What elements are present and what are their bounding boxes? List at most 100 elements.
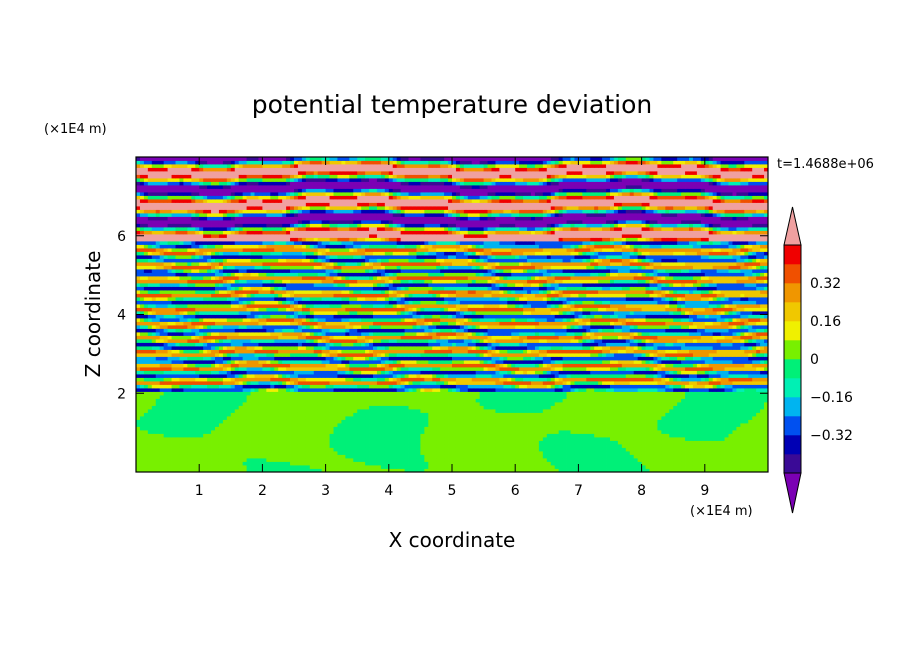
field-cell [321,440,326,445]
field-cell [752,402,757,406]
field-cell [420,363,425,368]
field-cell [452,468,457,472]
field-cell [467,447,473,452]
field-cell [479,370,484,375]
field-cell [625,461,631,466]
field-cell [262,433,267,438]
field-cell [436,370,441,375]
field-cell [681,412,686,417]
field-cell [254,377,259,382]
field-cell [471,402,477,406]
field-cell [574,451,579,455]
field-cell [246,440,251,445]
field-cell [483,370,488,375]
field-cell [159,367,165,371]
field-cell [704,419,710,424]
field-cell [380,395,386,399]
field-cell [617,381,623,385]
field-cell [167,381,172,385]
field-cell [657,370,662,375]
field-cell [392,367,398,371]
field-cell [602,381,607,385]
field-cell [756,363,761,368]
field-cell [218,398,224,403]
field-cell [278,395,283,399]
field-cell [463,391,469,396]
field-cell [637,426,642,431]
field-cell [590,444,595,448]
field-cell [744,388,749,392]
field-cell [752,440,757,445]
field-cell [301,454,307,459]
field-cell [246,451,251,455]
field-cell [673,374,678,378]
field-cell [392,416,398,420]
field-cell [222,419,228,424]
field-cell [661,444,666,448]
field-cell [503,395,508,399]
field-cell [404,444,409,448]
field-cell [305,384,311,389]
field-cell [369,444,374,448]
field-cell [317,367,323,371]
field-cell [151,412,157,417]
field-cell [617,405,623,410]
field-cell [408,461,413,466]
field-cell [621,433,627,438]
field-cell [487,461,492,466]
field-cell [452,412,457,417]
field-cell [321,388,326,392]
field-cell [641,437,646,441]
field-cell [515,391,520,396]
field-cell [641,370,646,375]
field-cell [534,423,540,427]
field-cell [155,454,161,459]
field-cell [720,461,725,466]
field-cell [507,468,512,472]
field-cell [341,440,346,445]
field-cell [207,437,212,441]
field-cell [685,409,690,413]
field-cell [246,377,251,382]
field-cell [712,367,718,371]
field-cell [677,461,682,466]
field-cell [475,444,481,448]
field-cell [357,384,362,389]
field-cell [566,367,571,371]
field-cell [222,388,228,392]
field-cell [234,451,240,455]
field-cell [357,416,362,420]
field-cell [376,363,382,368]
field-cell [542,381,548,385]
field-cell [254,381,259,385]
field-cell [270,447,275,452]
field-cell [566,447,571,452]
field-cell [408,454,413,459]
field-cell [203,451,208,455]
field-cell [448,416,453,420]
field-cell [282,395,287,399]
field-cell [211,468,216,472]
field-cell [301,409,307,413]
field-cell [728,402,733,406]
field-cell [313,454,319,459]
field-cell [436,412,441,417]
field-cell [242,381,247,385]
field-cell [238,409,244,413]
field-cell [752,395,757,399]
field-cell [570,398,575,403]
field-cell [475,391,481,396]
field-cell [625,430,631,434]
field-cell [602,468,607,472]
field-cell [155,363,161,368]
field-cell [645,363,650,368]
field-cell [436,461,441,466]
field-cell [661,395,666,399]
field-cell [159,444,165,448]
field-cell [325,454,330,459]
field-cell [649,384,654,389]
field-cell [574,454,579,459]
field-cell [653,388,658,392]
field-cell [432,391,437,396]
field-cell [238,391,244,396]
